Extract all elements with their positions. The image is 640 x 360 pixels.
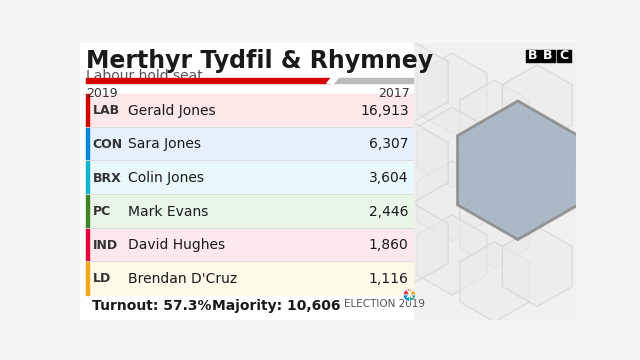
Bar [86,94,88,127]
Bar [413,43,576,320]
Text: B: B [528,49,538,62]
Text: Labour hold seat: Labour hold seat [86,69,203,82]
Text: 2017: 2017 [378,87,410,100]
Polygon shape [460,242,529,322]
Text: X: X [406,290,413,300]
Wedge shape [403,295,410,301]
Polygon shape [460,80,529,160]
Text: 1,116: 1,116 [369,272,408,286]
Text: ELECTION 2019: ELECTION 2019 [344,299,424,309]
Text: 3,604: 3,604 [369,171,408,185]
Text: 6,307: 6,307 [369,138,408,152]
Polygon shape [460,188,529,268]
Text: 1,860: 1,860 [369,238,408,252]
Text: LAB: LAB [92,104,120,117]
Bar [86,161,413,194]
Polygon shape [417,161,487,241]
FancyBboxPatch shape [557,50,571,62]
Bar [86,195,88,228]
Text: David Hughes: David Hughes [128,238,225,252]
Text: 2,446: 2,446 [369,205,408,219]
Polygon shape [417,107,487,187]
Text: 2019: 2019 [86,87,118,100]
Bar [86,161,88,194]
Text: 16,913: 16,913 [360,104,408,118]
Bar [86,229,413,261]
Bar [80,43,413,320]
Text: Mark Evans: Mark Evans [128,205,209,219]
Polygon shape [378,122,448,203]
Polygon shape [460,134,529,214]
Bar [86,229,88,261]
Bar [86,128,413,161]
Polygon shape [378,203,448,283]
Text: LD: LD [92,273,111,285]
Text: Majority: 10,606: Majority: 10,606 [212,299,340,313]
Bar [86,128,88,161]
Polygon shape [502,226,572,307]
Bar [86,78,330,83]
Polygon shape [502,145,572,226]
Wedge shape [410,295,415,301]
Bar [86,195,413,228]
Text: Brendan D'Cruz: Brendan D'Cruz [128,272,237,286]
Text: Merthyr Tydfil & Rhymney: Merthyr Tydfil & Rhymney [86,49,433,73]
Text: IND: IND [92,239,118,252]
Text: BRX: BRX [92,172,121,185]
Polygon shape [502,65,572,145]
FancyBboxPatch shape [541,50,555,62]
Text: B: B [543,49,553,62]
Polygon shape [327,78,338,83]
Polygon shape [458,101,579,239]
Text: Sara Jones: Sara Jones [128,138,201,152]
Wedge shape [410,289,415,295]
Bar [86,262,88,295]
Polygon shape [332,57,402,137]
Text: C: C [559,49,568,62]
Bar [86,262,413,295]
Text: Colin Jones: Colin Jones [128,171,204,185]
Polygon shape [417,215,487,295]
Polygon shape [332,142,402,222]
Text: PC: PC [92,205,111,218]
Text: Turnout: 57.3%: Turnout: 57.3% [92,299,212,313]
Polygon shape [417,53,487,133]
Bar [330,78,413,83]
FancyBboxPatch shape [525,50,540,62]
Wedge shape [403,289,410,295]
Text: CON: CON [92,138,122,151]
Polygon shape [378,42,448,122]
Bar [86,94,413,127]
Text: Gerald Jones: Gerald Jones [128,104,216,118]
